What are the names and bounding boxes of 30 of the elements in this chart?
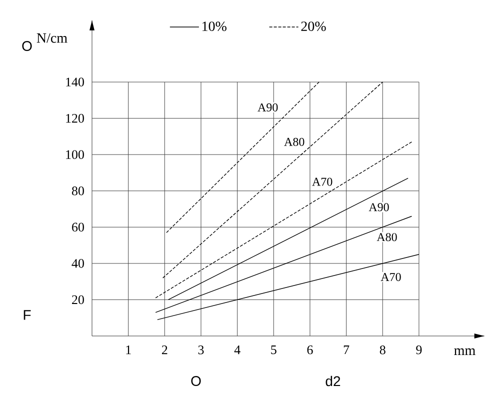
y-tick-label: 100 <box>66 150 84 159</box>
x-tick-label: 9 <box>416 346 422 354</box>
x-tick-label: 6 <box>307 346 313 354</box>
y-tick-label: 80 <box>72 186 84 196</box>
y-tick-label: 60 <box>72 222 84 232</box>
annotation: A80 <box>284 138 304 146</box>
annotation: A70 <box>312 178 332 186</box>
annotation: A90 <box>368 203 389 212</box>
y-tick-label: 120 <box>66 114 84 123</box>
x-tick-label: 4 <box>234 346 240 354</box>
x-tick-label: 1 <box>126 346 131 354</box>
text: F <box>24 310 31 320</box>
y-axis-title: N/cm <box>36 33 68 43</box>
y-tick-label: 40 <box>72 259 84 268</box>
annotation: A70 <box>380 272 401 282</box>
x-tick-label: 2 <box>162 346 168 354</box>
legend-label: 10% <box>202 22 226 32</box>
x-tick-label: 3 <box>198 346 204 354</box>
y-tick-label: 20 <box>72 295 84 304</box>
y-tick-label: 140 <box>66 78 84 86</box>
annotation: A80 <box>376 233 397 242</box>
text: O <box>191 376 201 386</box>
legend-label: 20% <box>301 22 326 32</box>
text: d2 <box>326 376 340 386</box>
annotation: A90 <box>258 103 278 112</box>
x-axis-title: mm <box>454 348 476 355</box>
x-tick-label: 8 <box>380 346 386 354</box>
text: O <box>22 41 32 51</box>
x-tick-label: 5 <box>271 346 276 354</box>
x-tick-label: 7 <box>344 346 350 354</box>
